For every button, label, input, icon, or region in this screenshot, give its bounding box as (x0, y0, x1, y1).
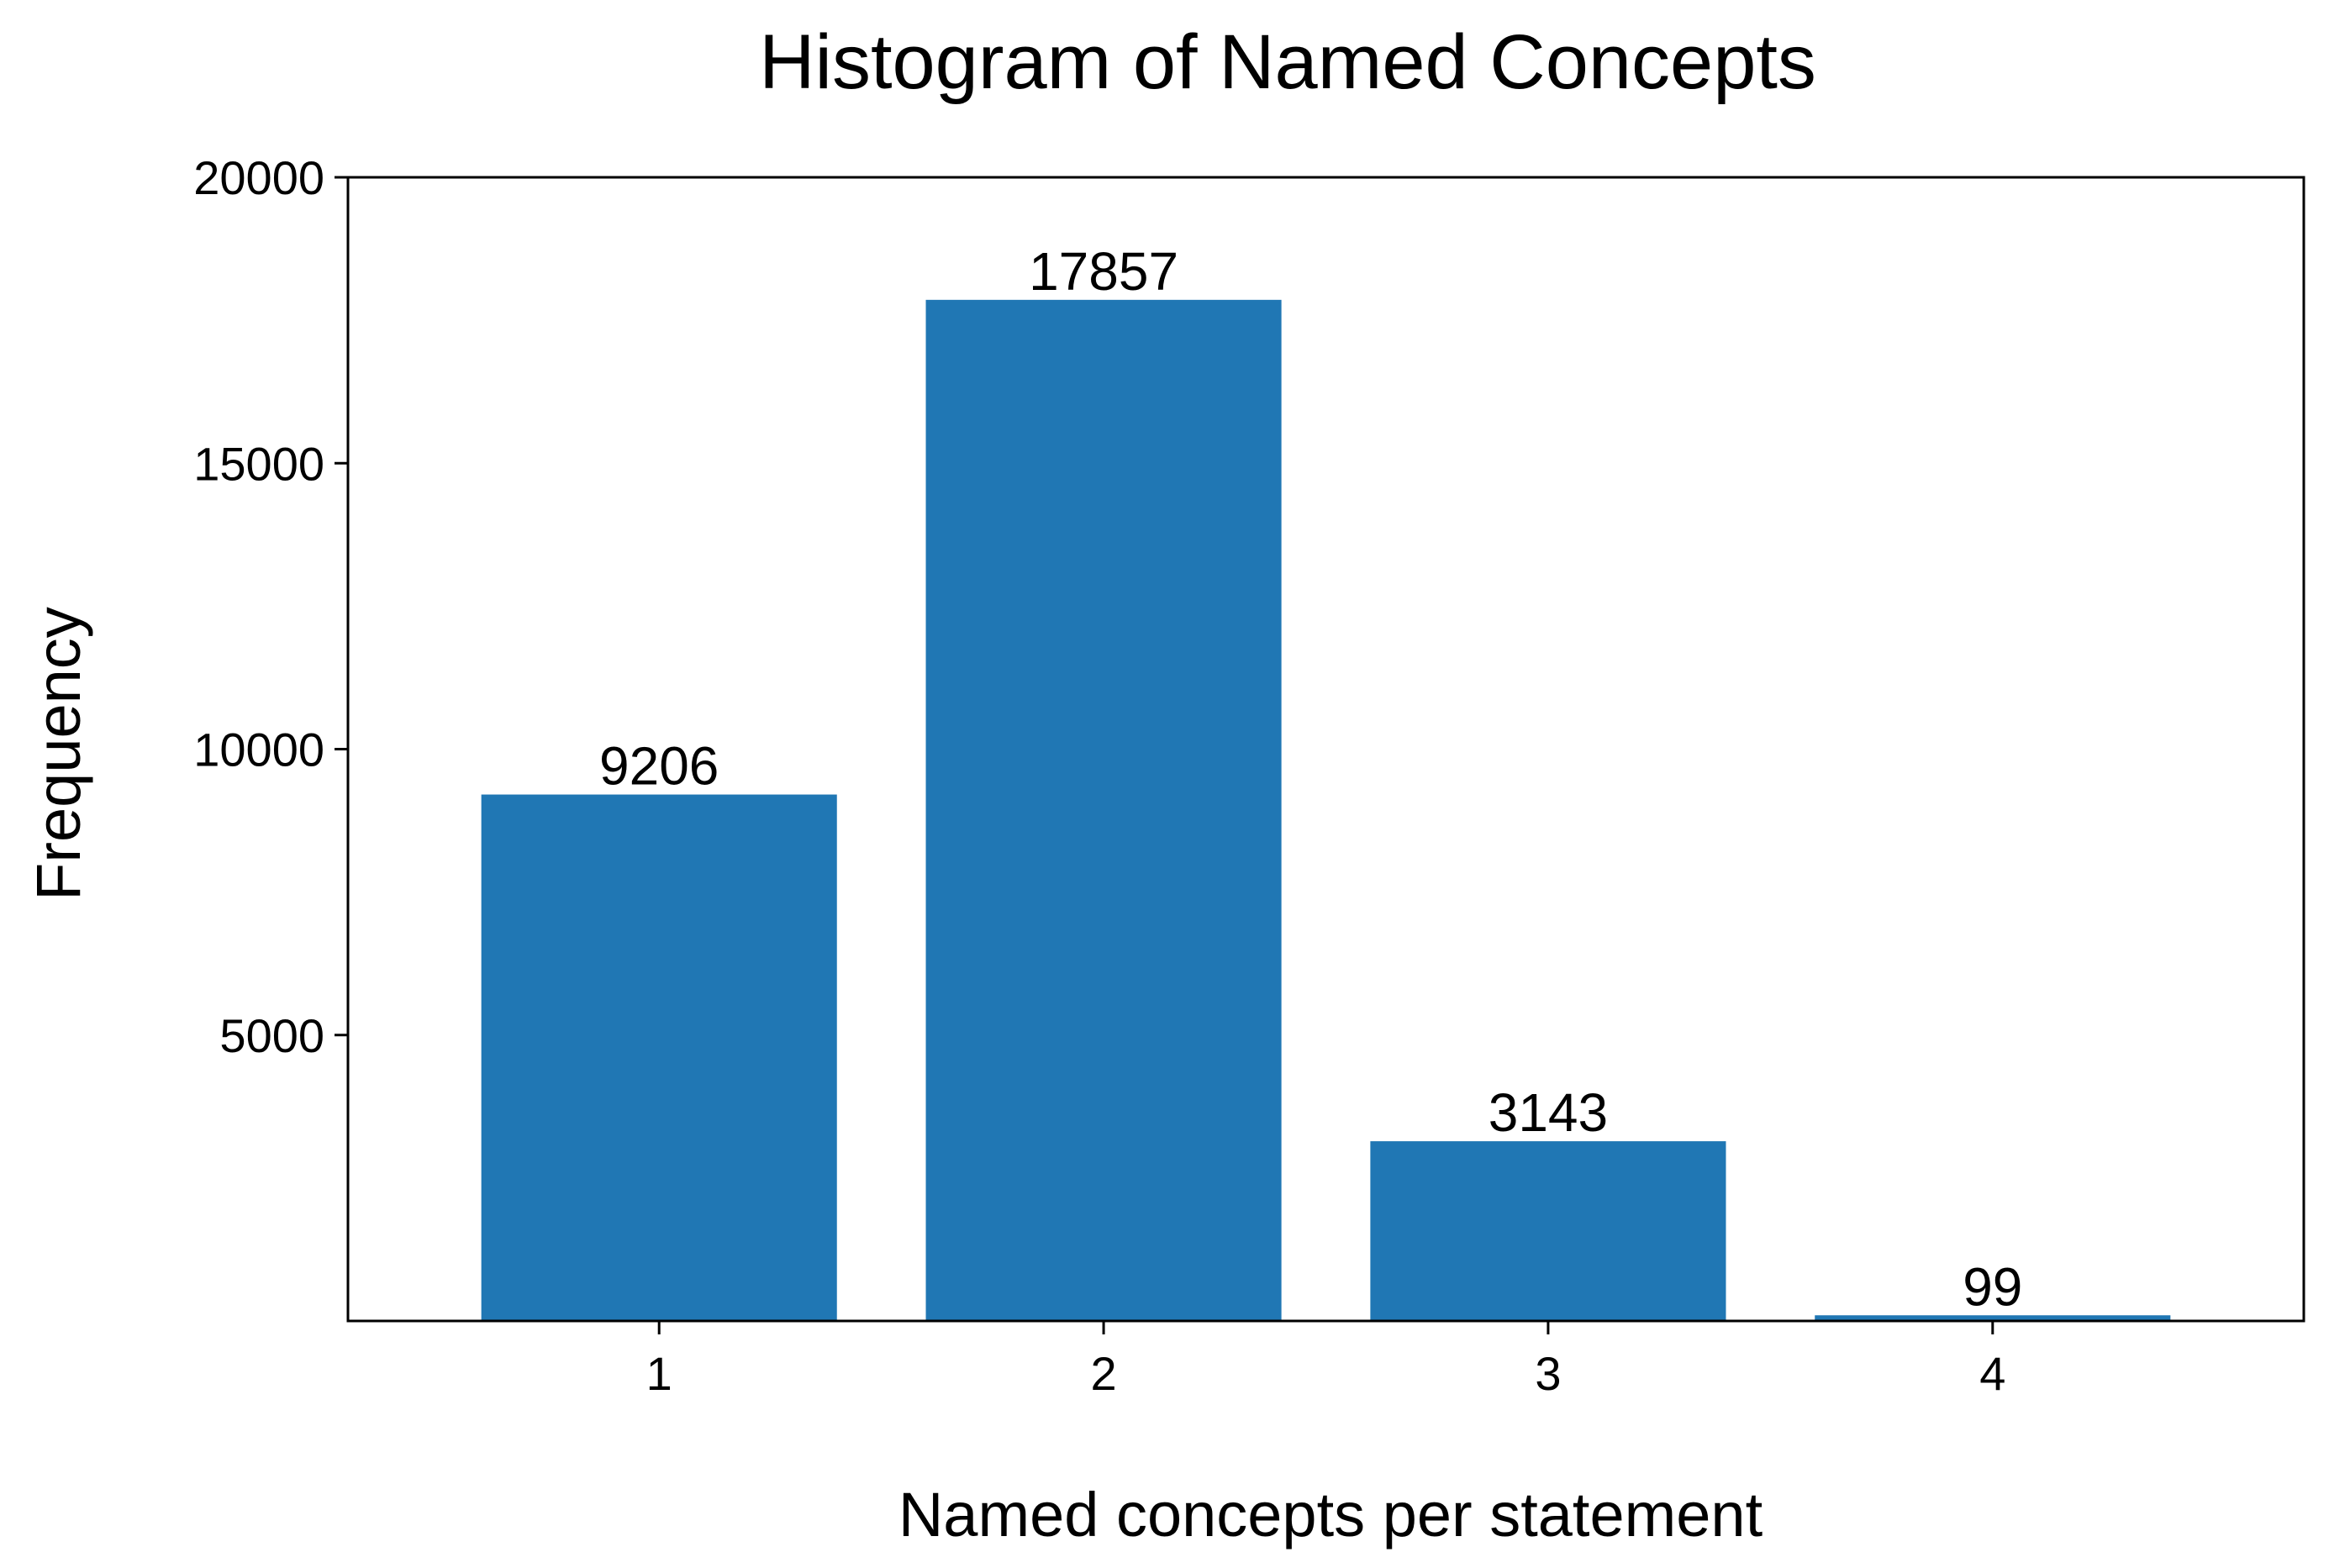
bar-2 (925, 299, 1282, 1321)
data-label-2: 17857 (1029, 241, 1178, 302)
y-tick-label-10000: 10000 (193, 723, 324, 776)
y-tick-label-20000: 20000 (193, 151, 324, 204)
y-axis-label: Frequency (24, 607, 93, 901)
data-label-4: 99 (1963, 1256, 2022, 1317)
x-tick-label-4: 4 (1979, 1347, 2005, 1400)
data-label-1: 9206 (599, 736, 719, 797)
bar-3 (1370, 1141, 1726, 1321)
x-tick-label-1: 1 (646, 1347, 672, 1400)
chart-title: Histogram of Named Concepts (759, 19, 1816, 105)
x-tick-label-2: 2 (1090, 1347, 1116, 1400)
plot-area: 9206 17857 3143 99 1 2 3 4 5000 10000 15000 20000 (193, 151, 2305, 1400)
data-label-3: 3143 (1489, 1082, 1608, 1143)
y-tick-label-15000: 15000 (193, 437, 324, 490)
bar-1 (481, 794, 837, 1321)
y-tick-label-5000: 5000 (219, 1009, 324, 1062)
bar-4 (1815, 1315, 2171, 1321)
x-tick-label-3: 3 (1535, 1347, 1561, 1400)
x-axis-label: Named concepts per statement (898, 1480, 1763, 1550)
